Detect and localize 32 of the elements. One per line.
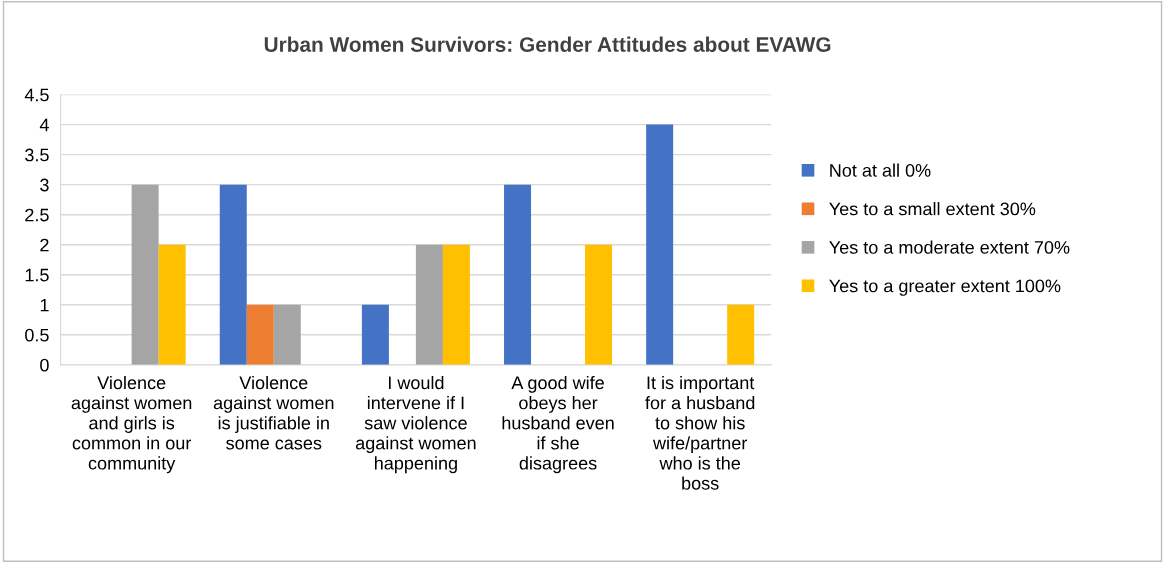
y-tick-label: 4 [39, 118, 49, 132]
y-tick-label: 2 [40, 238, 49, 252]
y-tick-label: 1 [40, 298, 49, 312]
bar [361, 304, 389, 365]
y-tick-label: 3 [40, 178, 49, 192]
chart-title: Urban Women Survivors: Gender Attitudes about EVAWG [264, 36, 831, 52]
bar [273, 304, 301, 365]
y-tick-label: 0 [40, 358, 49, 372]
legend-label: Not at all 0% [830, 163, 931, 177]
bar [246, 304, 274, 365]
legend-label: Yes to a small extent 30% [829, 202, 1036, 216]
x-tick-label: Violence against women and girls is common in our community [71, 375, 192, 474]
bar [727, 304, 755, 365]
y-tick-label: 1.5 [25, 268, 49, 282]
bar [504, 184, 532, 365]
legend-label: Yes to a greater extent 100% [829, 279, 1061, 296]
bar [415, 244, 443, 365]
y-tick-label: 0.5 [25, 328, 49, 342]
x-tick-label: It is important for a husband to show his wife/partner who is the boss [645, 375, 755, 490]
x-tick-label: I would intervene if I saw violence against women happening [355, 375, 476, 474]
bar [585, 244, 613, 365]
bar [219, 184, 247, 365]
bar [442, 244, 470, 365]
y-tick-label: 4.5 [24, 88, 49, 102]
y-tick-label: 3.5 [25, 148, 49, 162]
x-tick-label: Violence against women is justifiable in some cases [213, 375, 334, 450]
bar [158, 244, 186, 365]
x-tick-label: A good wife obeys her husband even if she disagrees [502, 375, 614, 474]
bar [646, 124, 674, 365]
y-tick-label: 2.5 [25, 208, 49, 222]
bar [131, 184, 159, 365]
legend-label: Yes to a moderate extent 70% [829, 240, 1070, 254]
